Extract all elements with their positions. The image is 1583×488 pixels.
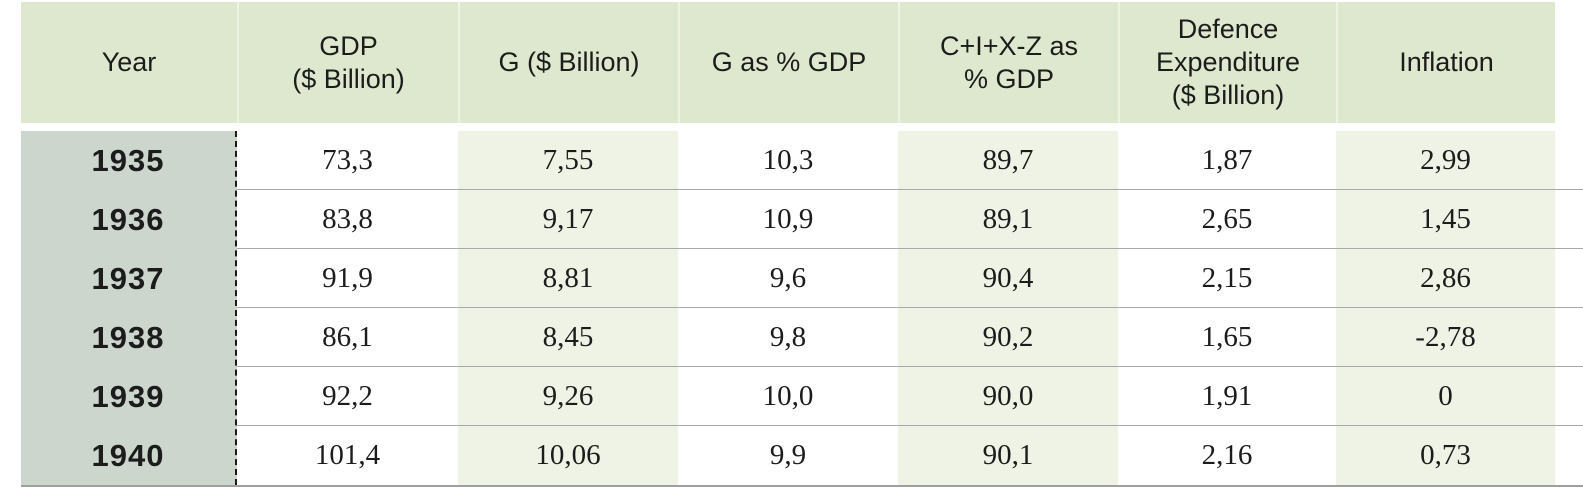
header-cell-cixz: C+I+X-Z as % GDP [898,2,1118,123]
table-row-1937: 91,9 8,81 9,6 90,4 2,15 2,86 [237,249,1583,308]
header-cell-gdp: GDP ($ Billion) [237,2,458,123]
cell-defence: 2,65 [1201,202,1253,235]
cell-defence: 1,87 [1201,143,1253,176]
cell-g: 9,26 [458,367,678,425]
cell-gdp: 101,4 [314,439,381,471]
cell-cixz: 89,7 [898,131,1118,189]
cell-inflation: 0,73 [1336,426,1555,485]
row-right-margin [1555,367,1583,425]
cell-gdp: 73,3 [322,143,373,176]
year-cell: 1939 [91,378,165,414]
cell-defence: 1,91 [1201,379,1253,412]
cell-inflation: 0 [1336,367,1555,425]
table-row-1936: 83,8 9,17 10,9 89,1 2,65 1,45 [237,190,1583,249]
cell-inflation: -2,78 [1336,308,1555,366]
cell-gdp: 91,9 [322,261,373,294]
year-cell: 1935 [91,142,165,178]
year-column: 1935 1936 1937 1938 1939 1940 [21,131,237,485]
cell-defence: 2,16 [1201,439,1253,471]
year-cell: 1937 [91,260,165,296]
cell-cixz: 90,0 [898,367,1118,425]
table-row-1939: 92,2 9,26 10,0 90,0 1,91 0 [237,367,1583,426]
row-right-margin [1555,308,1583,366]
cell-gdp: 92,2 [322,379,373,412]
header-cell-g-pct: G as % GDP [678,2,898,123]
row-right-margin [1555,426,1583,485]
cell-inflation: 2,86 [1336,249,1555,307]
cell-g: 8,45 [458,308,678,366]
cell-cixz: 90,1 [898,426,1118,485]
row-right-margin [1555,190,1583,248]
table-bottom-border [21,485,1583,487]
table-body: 73,3 7,55 10,3 89,7 1,87 2,99 83,8 9,17 … [237,131,1583,485]
cell-inflation: 1,45 [1336,190,1555,248]
header-cell-g: G ($ Billion) [458,2,678,123]
cell-defence: 2,15 [1201,261,1253,294]
cell-g: 10,06 [458,426,678,485]
header-cell-year: Year [101,47,157,77]
cell-g-pct: 10,0 [762,379,814,412]
cell-defence: 1,65 [1201,320,1253,353]
table-header-row: Year GDP ($ Billion) G ($ Billion) G as … [21,2,1555,123]
cell-gdp: 83,8 [322,202,373,235]
cell-g-pct: 10,9 [762,202,814,235]
row-right-margin [1555,249,1583,307]
cell-g-pct: 9,8 [769,320,807,353]
cell-g: 8,81 [458,249,678,307]
row-right-margin [1555,131,1583,189]
cell-g: 9,17 [458,190,678,248]
cell-g-pct: 9,6 [769,261,807,294]
cell-g-pct: 9,9 [769,439,807,471]
header-cell-inflation: Inflation [1336,2,1555,123]
cell-cixz: 90,4 [898,249,1118,307]
cell-gdp: 86,1 [322,320,373,353]
year-cell: 1936 [91,201,165,237]
table-row-1940: 101,4 10,06 9,9 90,1 2,16 0,73 [237,426,1583,485]
year-cell: 1940 [91,437,165,473]
header-cell-defence: Defence Expenditure ($ Billion) [1118,2,1336,123]
cell-cixz: 90,2 [898,308,1118,366]
cell-inflation: 2,99 [1336,131,1555,189]
table-row-1935: 73,3 7,55 10,3 89,7 1,87 2,99 [237,131,1583,190]
year-cell: 1938 [91,319,165,355]
table-row-1938: 86,1 8,45 9,8 90,2 1,65 -2,78 [237,308,1583,367]
cell-g: 7,55 [458,131,678,189]
cell-cixz: 89,1 [898,190,1118,248]
cell-g-pct: 10,3 [762,143,814,176]
